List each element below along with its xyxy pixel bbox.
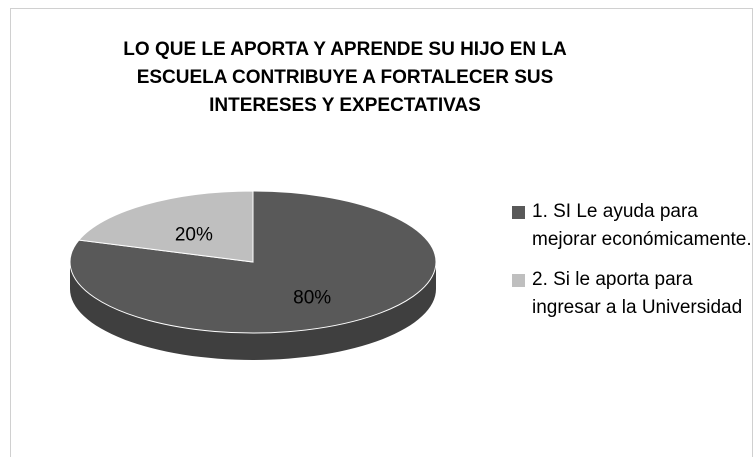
pie-slice xyxy=(77,190,254,263)
data-label: 20% xyxy=(175,224,213,245)
data-label: 80% xyxy=(293,288,331,309)
chart-border xyxy=(10,8,753,457)
pie-side xyxy=(70,262,436,360)
legend-label: 1. SI Le ayuda para mejorar económicamen… xyxy=(532,201,752,250)
legend-swatch xyxy=(512,274,525,287)
legend-label: 2. Si le aporta para ingresar a la Unive… xyxy=(532,269,743,318)
pie-slice xyxy=(69,190,437,334)
legend: 1. SI Le ayuda para mejorar económicamen… xyxy=(512,198,752,334)
chart-title: LO QUE LE APORTA Y APRENDE SU HIJO EN LA… xyxy=(123,39,567,116)
legend-item: 1. SI Le ayuda para mejorar económicamen… xyxy=(512,198,752,254)
legend-item: 2. Si le aporta para ingresar a la Unive… xyxy=(512,266,752,322)
legend-swatch xyxy=(512,206,525,219)
